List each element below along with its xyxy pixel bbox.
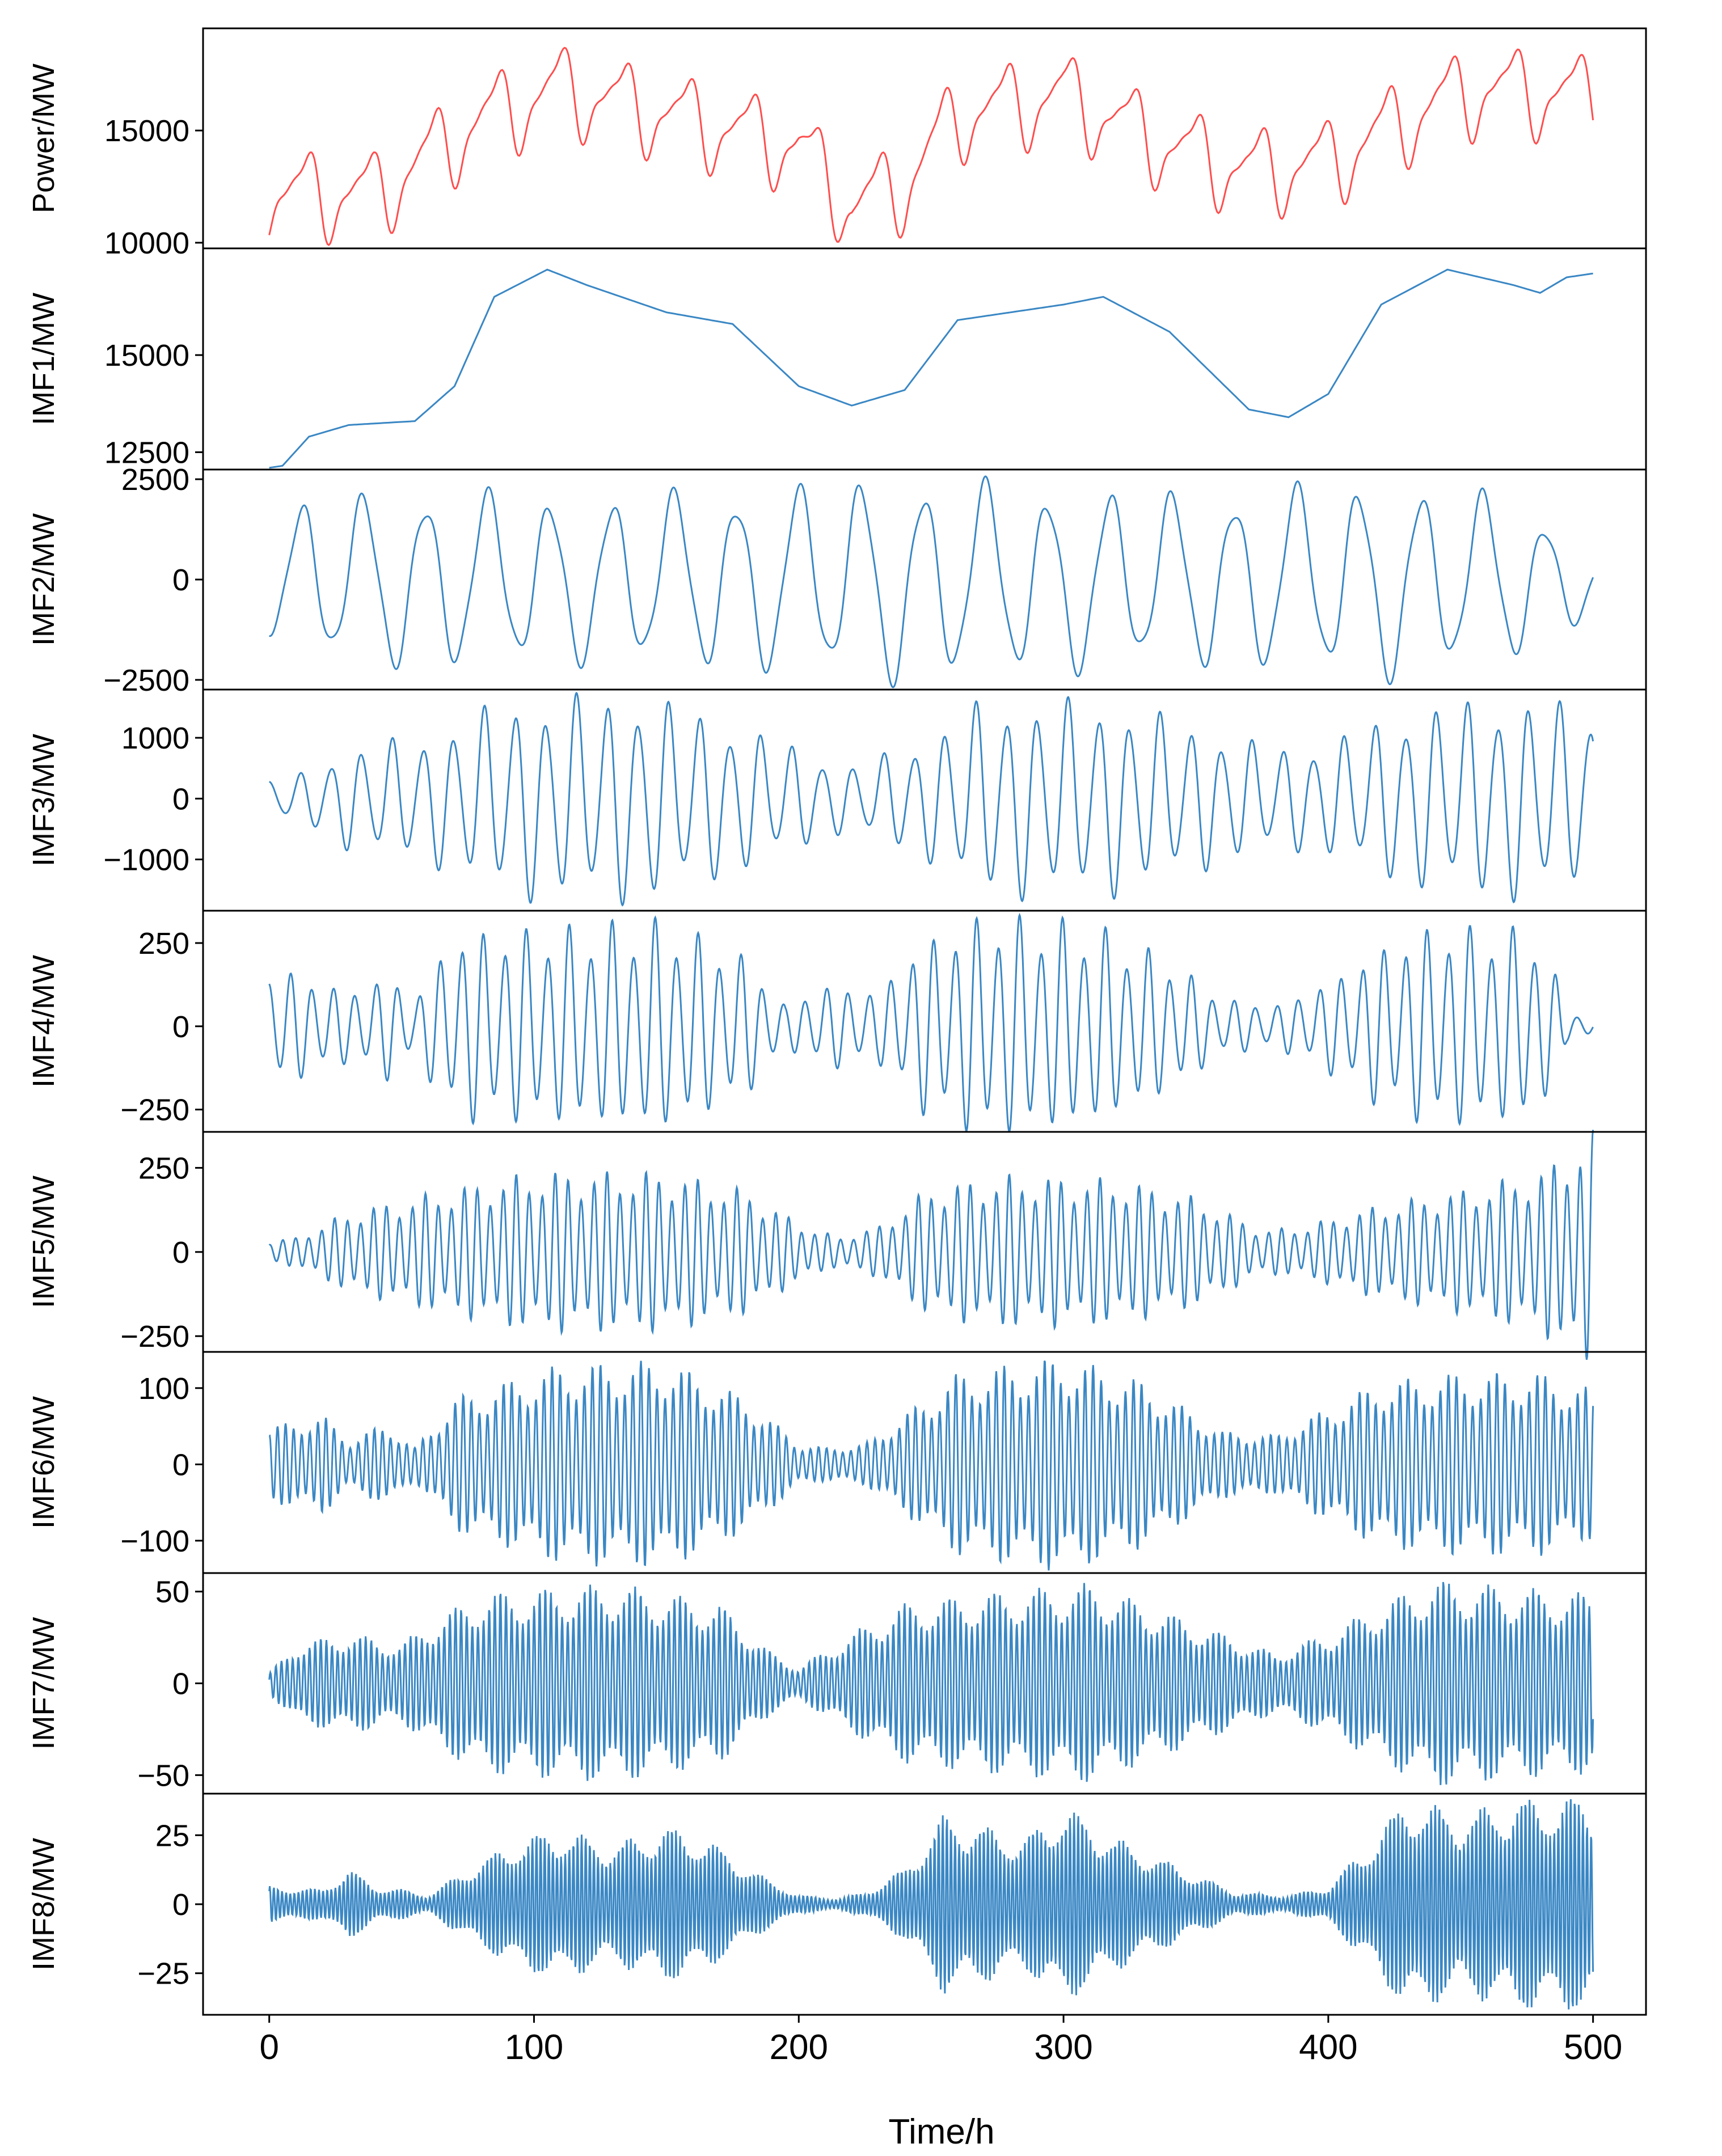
y-tick-label-9-0: 0 [172, 1888, 189, 1922]
y-tick-label-2-15000: 15000 [104, 339, 189, 373]
series-line-3 [269, 475, 1594, 688]
x-tick-label-0: 0 [259, 2028, 278, 2067]
y-tick-label-9-25: 25 [155, 1819, 189, 1853]
panel-9: −25 0 25 IMF8/MW [27, 1793, 1647, 2016]
y-tick-label-5-250: 250 [138, 927, 189, 961]
y-tick-label-1-10000: 10000 [104, 226, 189, 260]
y-axis-label-7: IMF6/MW [27, 1396, 61, 1529]
panel-7: −100 0 100 IMF6/MW [27, 1351, 1647, 1574]
x-axis: 0 100 200 300 400 500 [259, 2015, 1622, 2067]
x-tick-label-500: 500 [1564, 2028, 1622, 2067]
series-line-7 [269, 1360, 1594, 1571]
x-axis-label: Time/h [888, 2112, 994, 2151]
panel-6: −250 0 250 IMF5/MW [27, 1130, 1647, 1360]
y-axis-label-1: Power/MW [27, 64, 61, 213]
x-tick-label-400: 400 [1299, 2028, 1357, 2067]
y-tick-label-4--1000: −1000 [103, 843, 189, 877]
y-axis-label-8: IMF7/MW [27, 1617, 61, 1749]
series-line-8 [268, 1582, 1594, 1785]
y-tick-label-4-0: 0 [172, 782, 189, 816]
series-line-5 [268, 912, 1594, 1132]
y-tick-label-5-0: 0 [172, 1010, 189, 1044]
series-line-2 [269, 268, 1593, 469]
y-axis-label-3: IMF2/MW [27, 513, 61, 646]
y-tick-label-2-12500: 12500 [104, 436, 189, 470]
series-line-1 [268, 46, 1594, 246]
panel-1: 10000 15000 Power/MW [27, 27, 1647, 260]
y-tick-label-6--250: −250 [120, 1320, 189, 1354]
y-tick-label-3--2500: −2500 [103, 663, 189, 697]
panel-5: −250 0 250 IMF4/MW [27, 910, 1647, 1133]
y-axis-label-5: IMF4/MW [27, 955, 61, 1088]
y-tick-label-7--100: −100 [120, 1524, 189, 1558]
series-line-4 [269, 691, 1594, 907]
y-tick-label-7-0: 0 [172, 1448, 189, 1482]
y-tick-label-7-100: 100 [138, 1372, 189, 1406]
y-tick-label-8--50: −50 [137, 1758, 189, 1793]
y-axis-label-2: IMF1/MW [27, 293, 61, 425]
x-tick-label-200: 200 [770, 2028, 828, 2067]
y-tick-label-6-250: 250 [138, 1151, 189, 1185]
y-tick-label-1-15000: 15000 [104, 114, 189, 148]
y-tick-label-6-0: 0 [172, 1236, 189, 1270]
y-axis-label-9: IMF8/MW [27, 1838, 61, 1971]
series-line-6 [268, 1130, 1594, 1360]
y-tick-label-9--25: −25 [137, 1957, 189, 1991]
x-tick-label-300: 300 [1034, 2028, 1092, 2067]
y-tick-label-4-1000: 1000 [121, 721, 189, 755]
x-tick-label-100: 100 [505, 2028, 563, 2067]
y-axis-label-6: IMF5/MW [27, 1176, 61, 1308]
panel-frame-9 [202, 1793, 1647, 2016]
y-tick-label-3-0: 0 [172, 563, 189, 597]
y-tick-label-5--250: −250 [120, 1093, 189, 1127]
y-tick-label-3-2500: 2500 [121, 463, 189, 497]
panel-8: −50 0 50 IMF7/MW [27, 1572, 1647, 1795]
y-tick-label-8-50: 50 [155, 1575, 189, 1609]
y-tick-label-8-0: 0 [172, 1667, 189, 1701]
y-axis-label-4: IMF3/MW [27, 734, 61, 866]
panels: 1000015000Power/MW1250015000IMF1/MW−2500… [27, 27, 1647, 2016]
series-line-9 [268, 1799, 1594, 2010]
